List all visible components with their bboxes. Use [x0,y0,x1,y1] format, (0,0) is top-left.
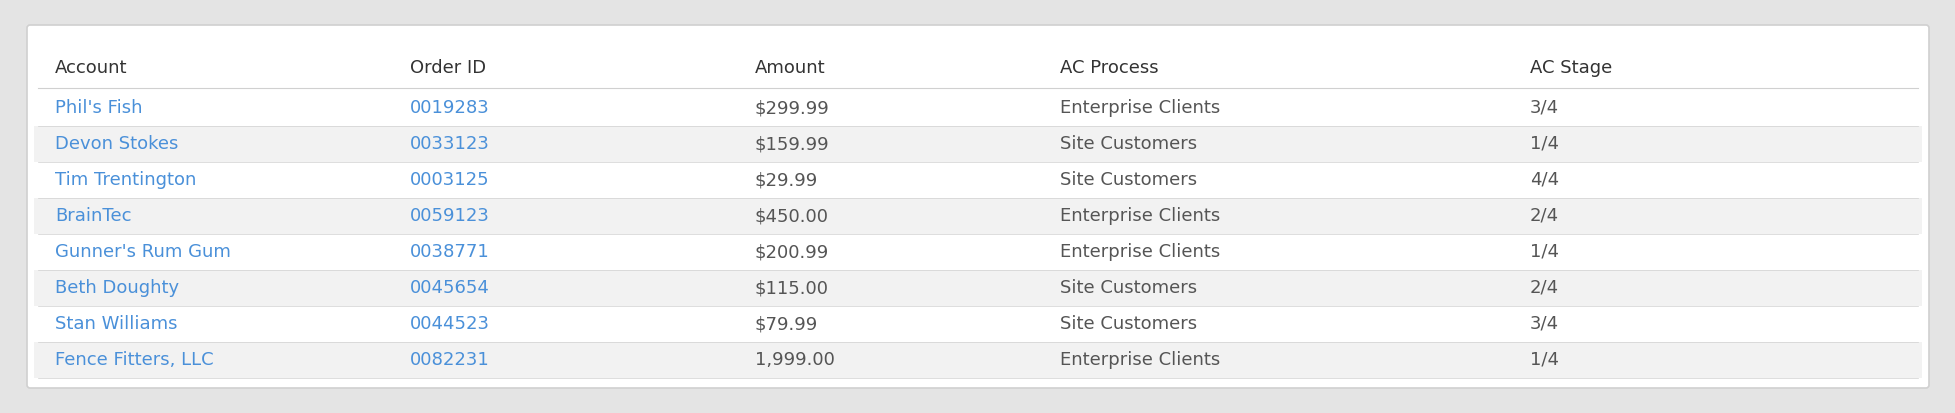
Text: 0033123: 0033123 [411,135,489,153]
Text: 2/4: 2/4 [1529,207,1558,225]
Text: 0003125: 0003125 [411,171,489,189]
Text: Enterprise Clients: Enterprise Clients [1060,99,1220,117]
Text: Devon Stokes: Devon Stokes [55,135,178,153]
Text: 3/4: 3/4 [1529,99,1558,117]
Text: Beth Doughty: Beth Doughty [55,279,180,297]
Text: 0019283: 0019283 [411,99,489,117]
Text: AC Stage: AC Stage [1529,59,1611,77]
Text: $29.99: $29.99 [755,171,817,189]
Bar [33,162,1922,198]
Text: 1/4: 1/4 [1529,135,1558,153]
Text: 4/4: 4/4 [1529,171,1558,189]
Text: Enterprise Clients: Enterprise Clients [1060,207,1220,225]
Text: 3/4: 3/4 [1529,315,1558,333]
Text: Enterprise Clients: Enterprise Clients [1060,243,1220,261]
Text: Account: Account [55,59,127,77]
Text: Site Customers: Site Customers [1060,171,1196,189]
Text: Gunner's Rum Gum: Gunner's Rum Gum [55,243,231,261]
Text: $299.99: $299.99 [755,99,829,117]
Bar [33,270,1922,306]
Text: 2/4: 2/4 [1529,279,1558,297]
Bar [33,234,1922,270]
Text: 0038771: 0038771 [411,243,489,261]
Text: $200.99: $200.99 [755,243,829,261]
Text: Amount: Amount [755,59,825,77]
Text: Stan Williams: Stan Williams [55,315,178,333]
Text: Phil's Fish: Phil's Fish [55,99,143,117]
Bar [33,90,1922,126]
Text: Order ID: Order ID [411,59,487,77]
Text: 1/4: 1/4 [1529,351,1558,369]
Bar [33,306,1922,342]
Text: AC Process: AC Process [1060,59,1157,77]
Text: Enterprise Clients: Enterprise Clients [1060,351,1220,369]
Text: 1/4: 1/4 [1529,243,1558,261]
Text: BrainTec: BrainTec [55,207,131,225]
Text: $115.00: $115.00 [755,279,829,297]
Text: 1,999.00: 1,999.00 [755,351,835,369]
Text: Fence Fitters, LLC: Fence Fitters, LLC [55,351,213,369]
Text: $159.99: $159.99 [755,135,829,153]
Bar [33,198,1922,234]
Bar [33,126,1922,162]
Text: 0045654: 0045654 [411,279,489,297]
Bar [33,342,1922,378]
Text: Site Customers: Site Customers [1060,279,1196,297]
Text: 0059123: 0059123 [411,207,489,225]
Text: 0082231: 0082231 [411,351,489,369]
Text: $450.00: $450.00 [755,207,829,225]
Text: Site Customers: Site Customers [1060,135,1196,153]
Text: Tim Trentington: Tim Trentington [55,171,196,189]
FancyBboxPatch shape [27,25,1928,388]
Text: $79.99: $79.99 [755,315,817,333]
Text: Site Customers: Site Customers [1060,315,1196,333]
Text: 0044523: 0044523 [411,315,491,333]
